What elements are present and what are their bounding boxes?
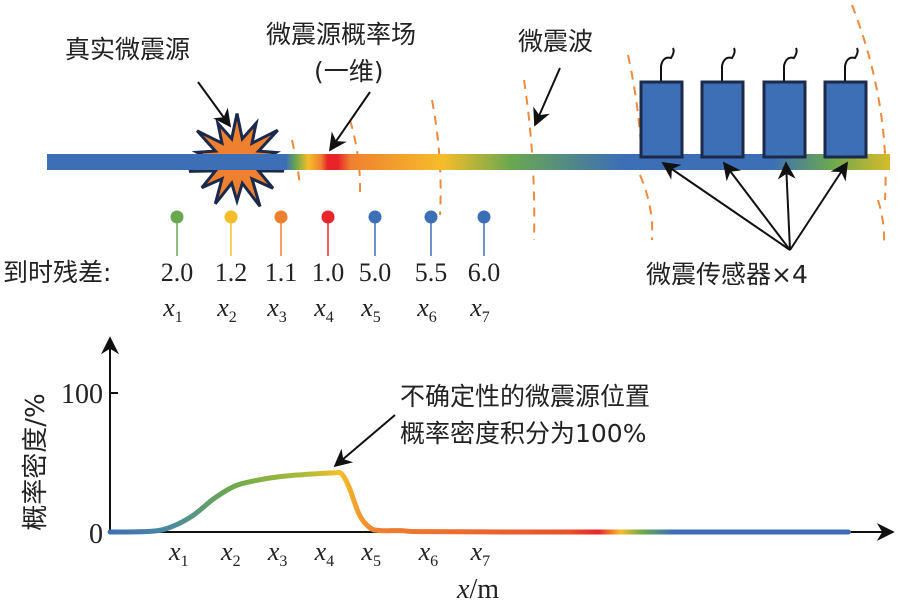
x-tick-var: x [267,537,280,566]
residual-value: 5.0 [359,258,392,287]
sensor-icon [700,80,745,159]
x-tick-var: x [360,537,373,566]
marker-pin-icon [170,210,184,224]
x-axis-unit: /m [469,574,499,605]
y-axis-label: 概率密度/% [21,393,51,530]
x-tick-sub: 2 [233,553,241,570]
x-tick-var: x [168,537,181,566]
x-tick-var: x [470,537,483,566]
probability-field-sublabel: (一维) [314,57,384,86]
position-sub: 3 [279,309,287,326]
position-label: x4 [313,293,334,326]
residual-value: 1.0 [312,258,345,287]
position-label: x3 [266,293,287,326]
bar-overlay-at-source [182,154,287,170]
marker-pin-icon [321,210,335,224]
residual-value: 6.0 [468,258,501,287]
sensor-cable [783,47,798,82]
sensor-group [639,47,868,159]
position-sub: 6 [429,309,437,326]
residual-title: 到时残差: [3,258,111,287]
wavefront-arc [639,174,654,241]
marker-pin-icon [424,210,438,224]
position-sub: 1 [175,309,183,326]
x-tick-var: x [418,537,431,566]
sensor-arrow [789,161,848,251]
position-var: x [162,293,175,322]
sensors-label: 微震传感器×4 [646,260,808,289]
marker-pin-icon [477,210,491,224]
position-var: x [469,293,482,322]
x-tick-label: x6 [418,537,439,570]
position-sub: 5 [373,309,381,326]
position-sub: 7 [482,309,490,326]
probability-field-arrow [328,91,371,152]
annotation-arrow [333,414,396,468]
residual-value: 1.2 [215,258,248,287]
sensor-cable [721,47,736,82]
annotation-line1: 不确定性的微震源位置 [400,382,650,411]
position-label: x2 [216,293,237,326]
residual-value: 1.1 [265,258,298,287]
x-tick-label: x2 [220,537,241,570]
sensor-icon [762,80,807,159]
wavefront-arc [877,199,886,246]
x-tick-sub: 5 [373,553,381,570]
position-var: x [216,293,229,322]
x-tick-labels: x1 x2 x3 x4 x5 x6 x7 [168,537,490,570]
x-axis-var: x [456,574,470,605]
marker-pin-icon [274,210,288,224]
x-axis-label: x/m [456,574,499,605]
x-tick-label: x4 [314,537,335,570]
annotation-line2: 概率密度积分为100% [400,419,646,448]
x-tick-sub: 3 [279,553,287,570]
position-label: x6 [416,293,437,326]
position-label: x1 [162,293,183,326]
sensor-arrow [661,161,791,251]
probability-density-chart: 100 0 概率密度/% x/m x1 x2 x3 x4 x5 x6 x7 不确定性的微震源… [21,336,895,605]
sensor-arrow [722,161,791,251]
position-sub: 4 [326,309,334,326]
y-tick-label-0: 0 [89,519,103,550]
x-tick-sub: 4 [326,553,334,570]
position-label: x5 [360,293,381,326]
x-tick-label: x3 [267,537,288,570]
true-source-label: 真实微震源 [65,35,190,64]
sensor-arrow [777,161,796,251]
x-tick-sub: 6 [430,553,438,570]
position-var: x [313,293,326,322]
position-var: x [360,293,373,322]
x-tick-label: x7 [470,537,491,570]
sensor-icon [639,80,684,159]
marker-pin-icon [368,210,382,224]
x-tick-label: x1 [168,537,189,570]
wavefront-arc [431,99,442,216]
residual-value: 2.0 [161,258,194,287]
x-tick-label: x5 [360,537,381,570]
position-var: x [266,293,279,322]
position-var: x [416,293,429,322]
sensor-cable [660,47,675,82]
wave-arrow [533,67,561,127]
wavefront-arc [851,4,887,201]
probability-density-curve [107,469,851,535]
sensor-arrows [661,161,848,251]
position-label: x7 [469,293,490,326]
y-tick-label-100: 100 [61,379,103,410]
wave-label: 微震波 [518,27,593,56]
x-tick-sub: 7 [482,553,490,570]
x-tick-sub: 1 [181,553,189,570]
sensor-cable [844,47,859,82]
residual-value: 5.5 [415,258,448,287]
position-sub: 2 [229,309,237,326]
true-source-arrow [197,81,232,128]
marker-pin-icon [224,210,238,224]
x-tick-var: x [220,537,233,566]
x-tick-var: x [314,537,327,566]
probability-field-label: 微震源概率场 [266,20,416,49]
sensor-icon [823,80,868,159]
